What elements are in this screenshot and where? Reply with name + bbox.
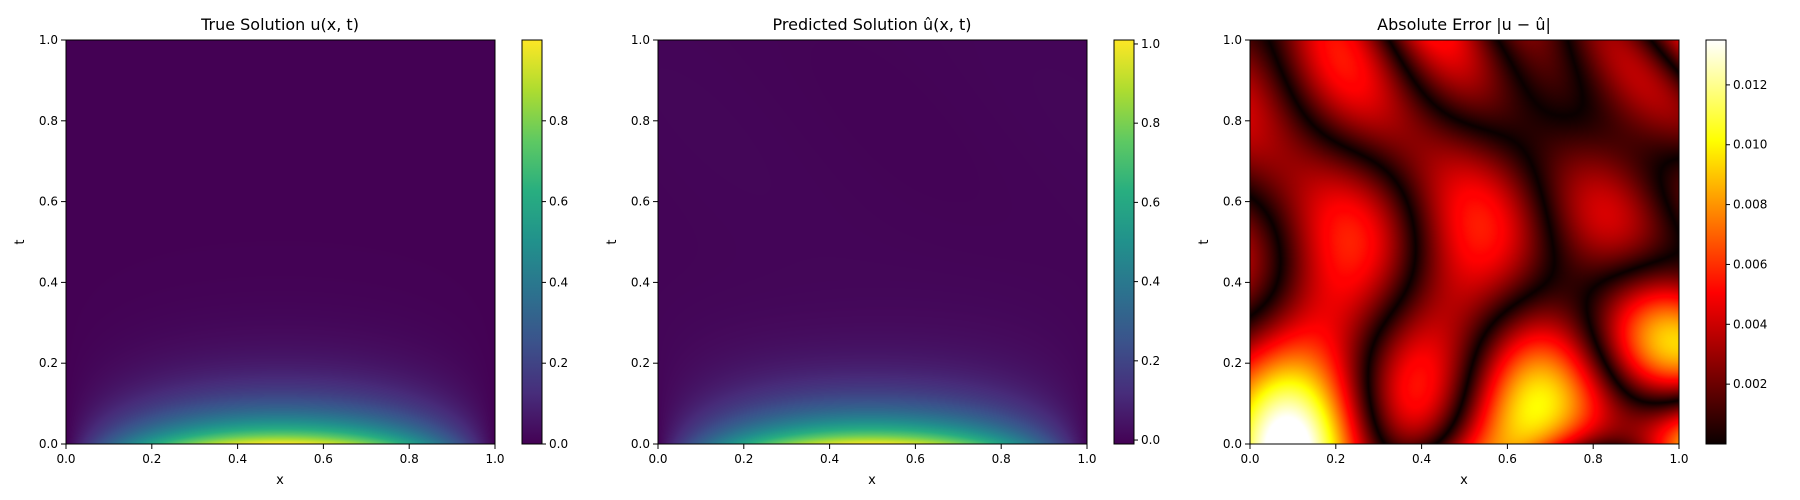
panel-2-x-tick-label: 1.0	[1077, 452, 1096, 466]
panel-2-y-tick-label: 0.8	[631, 114, 650, 128]
panel-3-x-tick-label: 0.4	[1412, 452, 1431, 466]
panel-1-colorbar-ticks: 0.0 0.2 0.4 0.6 0.8	[542, 114, 568, 451]
panel-1-x-tick-label: 0.2	[142, 452, 161, 466]
panel-3-colorbar-ticks: 0.002 0.004 0.006 0.008 0.010 0.012	[1726, 78, 1767, 391]
panel-1-colorbar	[521, 39, 543, 445]
panel-2-colorbar-tick-label: 1.0	[1141, 37, 1160, 51]
panel-3-colorbar	[1705, 39, 1727, 445]
panel-1-xlabel: x	[276, 473, 284, 488]
panel-1-heatmap	[66, 40, 495, 444]
panel-2-axes: 0.0 0.2 0.4 0.6 0.8 1.0 0.0 0.2 0.4 0.6 0.8 1.0	[631, 33, 1097, 466]
panel-2-frame	[657, 39, 1088, 445]
panel-2-x-tick-label: 0.0	[648, 452, 667, 466]
panel-absolute-error: Absolute Error |u − û| 0.0 0.2 0.4 0.6 0.8 1.…	[1197, 15, 1767, 488]
panel-2-colorbar-tick-label: 0.8	[1141, 116, 1160, 130]
panel-1-x-tick-label: 0.0	[56, 452, 75, 466]
panel-3-x-tick-label: 0.6	[1498, 452, 1517, 466]
panel-1-y-tick-label: 0.2	[39, 356, 58, 370]
panel-predicted-solution: Predicted Solution û(x, t) 0.0 0.2 0.4 0.6 0…	[605, 15, 1160, 488]
panel-3-y-tick-label: 1.0	[1223, 33, 1242, 47]
panel-1-x-tick-label: 0.6	[314, 452, 333, 466]
panel-2-colorbar-ticks: 0.0 0.2 0.4 0.6 0.8 1.0	[1134, 37, 1160, 447]
panel-2-title: Predicted Solution û(x, t)	[773, 15, 972, 34]
panel-1-y-tick-label: 0.6	[39, 195, 58, 209]
panel-1-x-tick-label: 0.8	[400, 452, 419, 466]
panel-3-colorbar-tick-label: 0.008	[1733, 198, 1767, 212]
panel-1-title: True Solution u(x, t)	[200, 15, 359, 34]
panel-1-x-tick-label: 1.0	[485, 452, 504, 466]
panel-2-colorbar	[1113, 39, 1135, 445]
panel-3-x-tick-label: 0.8	[1584, 452, 1603, 466]
panel-2-x-tick-label: 0.6	[906, 452, 925, 466]
panel-1-y-tick-label: 0.8	[39, 114, 58, 128]
panel-2-colorbar-tick-label: 0.4	[1141, 275, 1160, 289]
panel-1-x-tick-label: 0.4	[228, 452, 247, 466]
panel-3-colorbar-tick-label: 0.004	[1733, 317, 1767, 331]
panel-3-y-tick-label: 0.4	[1223, 275, 1242, 289]
panel-1-colorbar-tick-label: 0.0	[549, 437, 568, 451]
panel-2-y-tick-label: 0.2	[631, 356, 650, 370]
panel-3-y-tick-label: 0.6	[1223, 195, 1242, 209]
panel-2-x-tick-label: 0.2	[734, 452, 753, 466]
panel-2-x-tick-label: 0.4	[820, 452, 839, 466]
panel-3-colorbar-tick-label: 0.006	[1733, 257, 1767, 271]
panel-2-y-tick-label: 0.6	[631, 195, 650, 209]
panel-2-y-tick-label: 0.0	[631, 437, 650, 451]
panel-2-heatmap	[658, 40, 1087, 444]
panel-2-colorbar-tick-label: 0.6	[1141, 195, 1160, 209]
panel-3-colorbar-tick-label: 0.002	[1733, 377, 1767, 391]
panel-2-x-tick-label: 0.8	[992, 452, 1011, 466]
panel-2-y-tick-label: 1.0	[631, 33, 650, 47]
panel-3-axes: 0.0 0.2 0.4 0.6 0.8 1.0 0.0 0.2 0.4 0.6 0.8 1.0	[1223, 33, 1689, 466]
panel-1-ylabel: t	[13, 239, 28, 244]
panel-2-colorbar-tick-label: 0.2	[1141, 354, 1160, 368]
panel-3-colorbar-tick-label: 0.010	[1733, 138, 1767, 152]
panel-3-x-tick-label: 0.0	[1240, 452, 1259, 466]
panel-3-xlabel: x	[1460, 473, 1468, 488]
panel-1-colorbar-tick-label: 0.8	[549, 114, 568, 128]
panel-2-ylabel: t	[605, 239, 620, 244]
panel-3-colorbar-tick-label: 0.012	[1733, 78, 1767, 92]
panel-3-y-tick-label: 0.8	[1223, 114, 1242, 128]
panel-1-axes: 0.0 0.2 0.4 0.6 0.8 1.0 0.0 0.2 0.4 0.6 0.8 1.0	[39, 33, 505, 466]
panel-3-heatmap	[1250, 40, 1679, 444]
panel-1-y-tick-label: 1.0	[39, 33, 58, 47]
panel-1-frame	[65, 39, 496, 445]
panel-2-y-tick-label: 0.4	[631, 275, 650, 289]
panel-true-solution: True Solution u(x, t) 0.0 0.2 0.4 0.6 0.8 1.0…	[13, 15, 568, 488]
panel-2-colorbar-tick-label: 0.0	[1141, 433, 1160, 447]
panel-3-y-tick-label: 0.2	[1223, 356, 1242, 370]
panel-1-y-tick-label: 0.0	[39, 437, 58, 451]
panel-3-frame	[1249, 39, 1680, 445]
panel-1-colorbar-tick-label: 0.4	[549, 275, 568, 289]
panel-3-ylabel: t	[1197, 239, 1212, 244]
panel-1-colorbar-tick-label: 0.6	[549, 195, 568, 209]
panel-3-y-tick-label: 0.0	[1223, 437, 1242, 451]
panel-3-x-tick-label: 0.2	[1326, 452, 1345, 466]
panel-1-y-tick-label: 0.4	[39, 275, 58, 289]
panel-3-x-tick-label: 1.0	[1669, 452, 1688, 466]
panel-3-title: Absolute Error |u − û|	[1377, 15, 1551, 34]
panel-1-colorbar-tick-label: 0.2	[549, 356, 568, 370]
panel-2-xlabel: x	[868, 473, 876, 488]
